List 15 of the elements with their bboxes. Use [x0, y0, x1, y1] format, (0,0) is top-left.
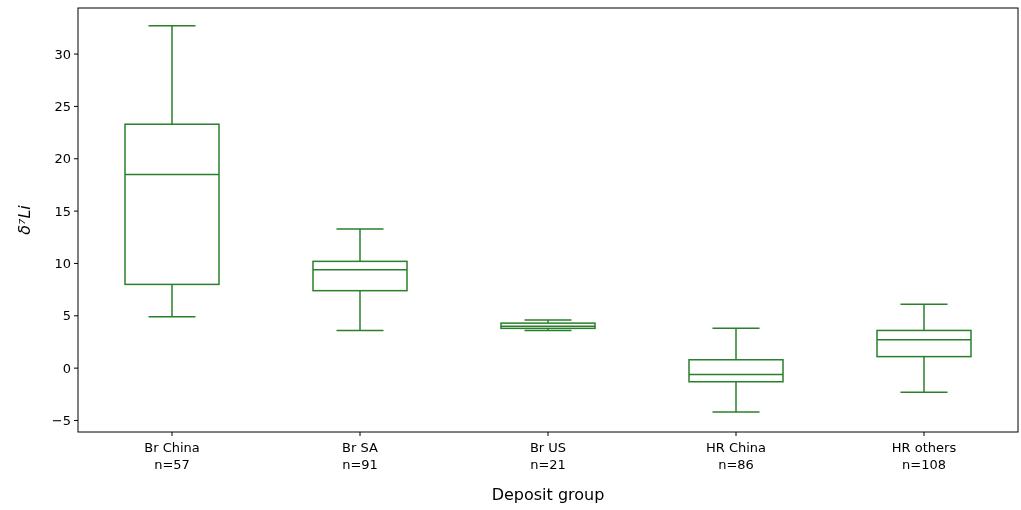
x-tick-label: HR China n=86: [705, 440, 767, 472]
y-tick-label: 0: [62, 360, 71, 376]
y-tick-label: 20: [54, 151, 71, 167]
y-tick-label: 15: [54, 203, 71, 219]
x-tick-label: Br US n=21: [529, 440, 567, 472]
x-axis-title: Deposit group: [491, 485, 605, 504]
x-tick-label: Br China n=57: [144, 440, 200, 472]
y-tick-label: −5: [51, 413, 71, 429]
y-tick-label: 10: [54, 256, 71, 271]
y-tick-label: 30: [54, 46, 71, 62]
x-tick-label: Br SA n=91: [342, 440, 378, 472]
y-tick-label: 25: [54, 98, 71, 114]
x-tick-label: HR others n=108: [891, 440, 957, 472]
y-tick-label: 5: [62, 308, 71, 324]
y-axis-title: δ⁷Li: [15, 204, 34, 235]
